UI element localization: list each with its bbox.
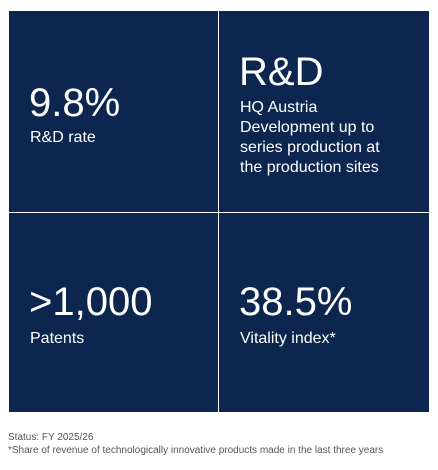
tile-label: Vitality index* — [240, 329, 336, 349]
footer-status: Status: FY 2025/26 — [8, 431, 93, 444]
tile-value: R&D — [239, 50, 323, 94]
tile-line: series production at — [240, 138, 380, 158]
tile-label: Patents — [30, 329, 84, 349]
page: 9.8% R&D rate R&D HQ Austria Development… — [0, 0, 438, 470]
tile-value: 9.8% — [29, 81, 120, 125]
tile-line: the production sites — [240, 158, 379, 178]
tile-label: R&D rate — [30, 128, 96, 148]
tile-line: HQ Austria — [240, 98, 317, 118]
footer-note: *Share of revenue of technologically inn… — [8, 444, 383, 457]
tile-value: >1,000 — [29, 280, 152, 324]
tile-line: Development up to — [240, 118, 374, 138]
divider — [9, 212, 429, 213]
tile-value: 38.5% — [239, 280, 352, 324]
